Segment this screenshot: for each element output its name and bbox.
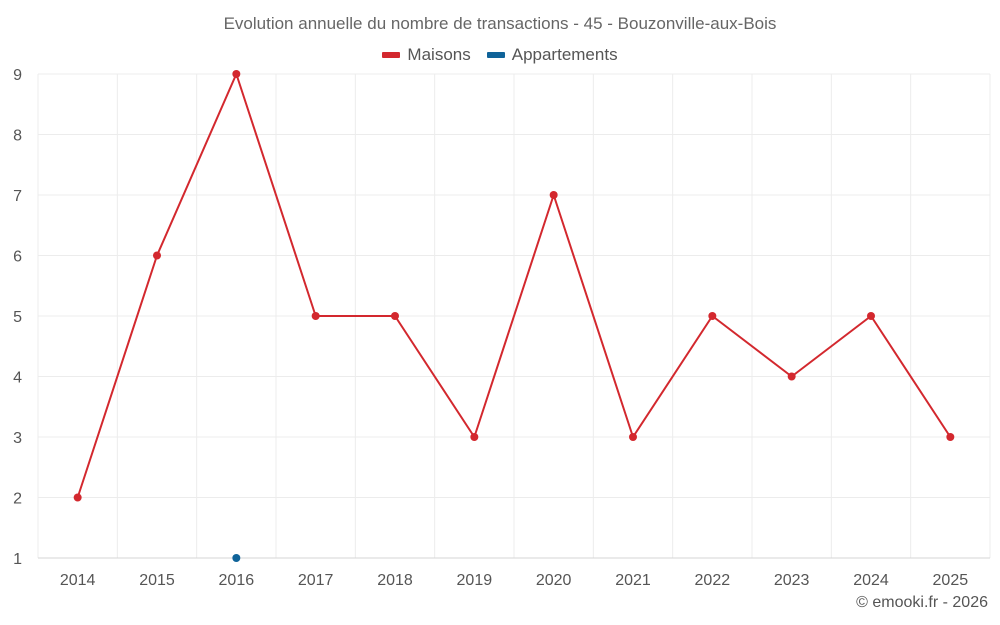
y-tick-label: 9: [13, 67, 22, 84]
data-point-maisons: [391, 312, 399, 320]
axis-layer: 1 2 3 4 5 6 7 8 9 2014 2015 2016 2017 2018 2019 2020 202…: [13, 67, 990, 589]
x-tick-label: 2024: [853, 572, 889, 589]
y-tick-label: 6: [13, 249, 22, 266]
x-tick-label: 2015: [139, 572, 175, 589]
data-point-maisons: [946, 433, 955, 441]
data-point-maisons: [232, 70, 241, 78]
legend-label-appartements: Appartements: [511, 45, 618, 64]
data-point-maisons: [708, 312, 717, 320]
x-tick-label: 2018: [377, 572, 413, 589]
legend: Maisons Appartements: [0, 45, 1000, 65]
data-point-appartements: [232, 554, 241, 562]
chart-title: Evolution annuelle du nombre de transact…: [223, 14, 777, 33]
x-tick-label: 2022: [695, 572, 731, 589]
x-tick-label: 2016: [219, 572, 255, 589]
data-point-maisons: [549, 191, 558, 199]
legend-label-maisons: Maisons: [407, 45, 471, 64]
y-tick-label: 4: [13, 370, 22, 387]
y-tick-label: 1: [13, 551, 22, 568]
y-tick-label: 3: [13, 430, 22, 447]
legend-item-appartements[interactable]: Appartements: [486, 45, 618, 65]
legend-swatch-appartements: [486, 52, 505, 58]
y-tick-label: 7: [13, 188, 22, 205]
x-tick-label: 2014: [60, 572, 96, 589]
x-tick-label: 2020: [536, 572, 572, 589]
series-layer: [73, 70, 955, 562]
data-point-maisons: [629, 433, 637, 441]
x-tick-label: 2019: [457, 572, 493, 589]
x-tick-label: 2023: [774, 572, 810, 589]
x-tick-label: 2021: [615, 572, 651, 589]
data-point-maisons: [153, 251, 161, 260]
y-tick-label: 8: [13, 128, 22, 145]
data-point-maisons: [311, 312, 320, 320]
data-point-maisons: [470, 433, 479, 441]
data-point-maisons: [787, 372, 796, 381]
x-tick-label: 2017: [298, 572, 334, 589]
legend-item-maisons[interactable]: Maisons: [382, 45, 471, 65]
data-point-maisons: [867, 312, 875, 320]
data-point-maisons: [73, 493, 82, 502]
x-tick-label: 2025: [933, 572, 969, 589]
y-tick-label: 5: [13, 309, 22, 326]
grid-layer: [37, 73, 991, 558]
y-tick-label: 2: [13, 491, 22, 508]
credit-text: © emooki.fr - 2026: [856, 594, 988, 611]
legend-swatch-maisons: [382, 52, 401, 58]
series-line-maisons: [76, 73, 952, 498]
